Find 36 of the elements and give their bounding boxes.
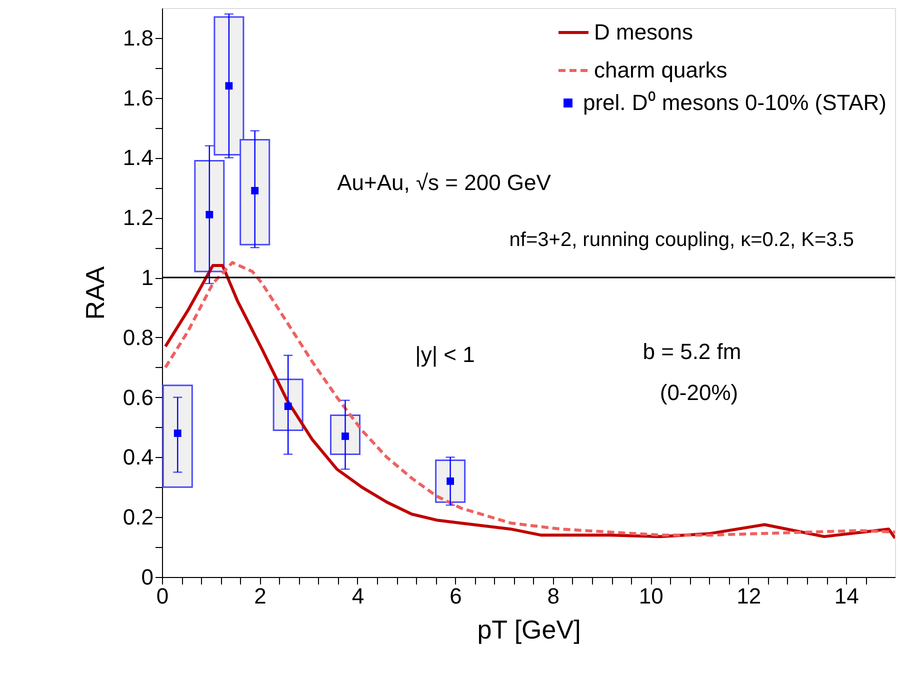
x-tick-label: 12	[736, 584, 762, 608]
bar	[194, 160, 225, 272]
point	[174, 430, 182, 437]
bar	[162, 384, 193, 488]
y-tick-label: 1.2	[122, 205, 154, 230]
x-tick-label: 8	[547, 584, 560, 608]
annotation: b = 5.2 fm	[642, 339, 742, 364]
point	[446, 477, 454, 485]
y-tick-label: 1.4	[122, 145, 154, 170]
y-tick-label: 0	[141, 564, 154, 590]
y-tick-label: 0.4	[122, 444, 154, 470]
annotation: (0-20%)	[660, 380, 738, 405]
point	[342, 432, 349, 440]
x-tick-label: 6	[450, 584, 462, 608]
point	[251, 186, 259, 194]
y-axis-title: RAA	[80, 266, 110, 320]
x-tick-label: 10	[638, 584, 664, 608]
y-tick-label: 1.8	[122, 25, 154, 50]
y-tick-label: 0.2	[122, 504, 154, 530]
annotation: |y| < 1	[415, 342, 475, 367]
y-tick-label: 0.6	[122, 384, 154, 410]
point	[206, 210, 214, 218]
point	[225, 82, 233, 90]
y-tick-label: 1.6	[122, 85, 154, 110]
annotation: nf=3+2, running coupling, κ=0.2, K=3.5	[509, 229, 854, 251]
legend-label: charm quarks	[594, 58, 728, 82]
y-tick-label: 1	[141, 265, 154, 290]
y-tick-label: 0.8	[122, 324, 154, 350]
annotation: Au+Au, √s = 200 GeV	[337, 170, 552, 195]
x-tick-label: 14	[834, 584, 859, 608]
x-tick-label: 2	[254, 584, 266, 608]
legend-label: D mesons	[594, 20, 694, 44]
x-tick-label: 4	[352, 584, 364, 608]
legend-label: prel. D⁰ mesons 0-10% (STAR)	[583, 90, 886, 115]
point	[284, 402, 292, 410]
x-axis-title: pT [GeV]	[477, 614, 581, 644]
